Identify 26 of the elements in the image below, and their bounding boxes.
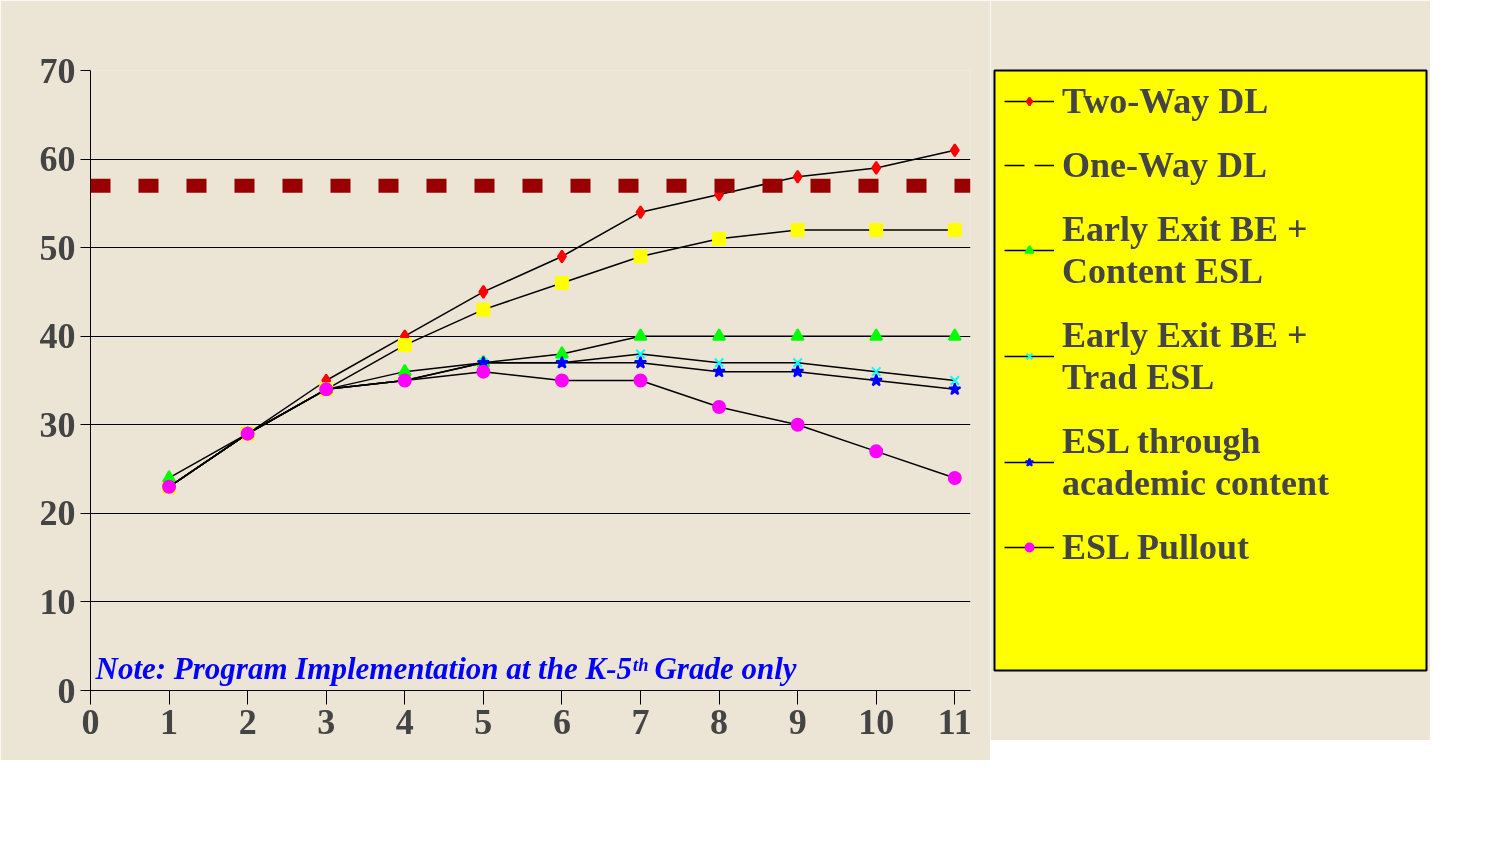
y-tick-label: 20 (39, 493, 76, 534)
y-tick-label: 50 (39, 227, 76, 268)
x-tick-label: 8 (710, 701, 729, 742)
x-tick-label: 11 (937, 701, 972, 742)
legend-label: ESL through academic content (1062, 420, 1329, 504)
x-tick-label: 7 (631, 701, 650, 742)
legend-label: ESL Pullout (1062, 526, 1250, 568)
y-tick-label: 60 (39, 139, 76, 180)
legend-label: One-Way DL (1062, 144, 1268, 186)
y-tick-label: 0 (57, 670, 76, 711)
x-tick-label: 5 (474, 701, 493, 742)
x-tick-label: 3 (317, 701, 336, 742)
x-tick-label: 10 (858, 701, 895, 742)
x-tick-label: 4 (395, 701, 414, 742)
x-tick-label: 1 (160, 701, 179, 742)
legend-label: Early Exit BE + Trad ESL (1062, 314, 1308, 398)
legend-label: Early Exit BE + Content ESL (1062, 208, 1308, 292)
annotation: Note: Program Implementation at the K-5ᵗʰ Grade only (94, 650, 797, 686)
y-tick-label: 40 (39, 316, 76, 357)
x-tick-label: 2 (238, 701, 257, 742)
y-tick-label: 10 (39, 581, 76, 622)
legend-label: Two-Way DL (1062, 80, 1269, 122)
y-tick-label: 30 (39, 404, 76, 445)
x-tick-label: 9 (788, 701, 807, 742)
x-tick-label: 6 (552, 701, 571, 742)
y-tick-label: 70 (39, 50, 76, 91)
